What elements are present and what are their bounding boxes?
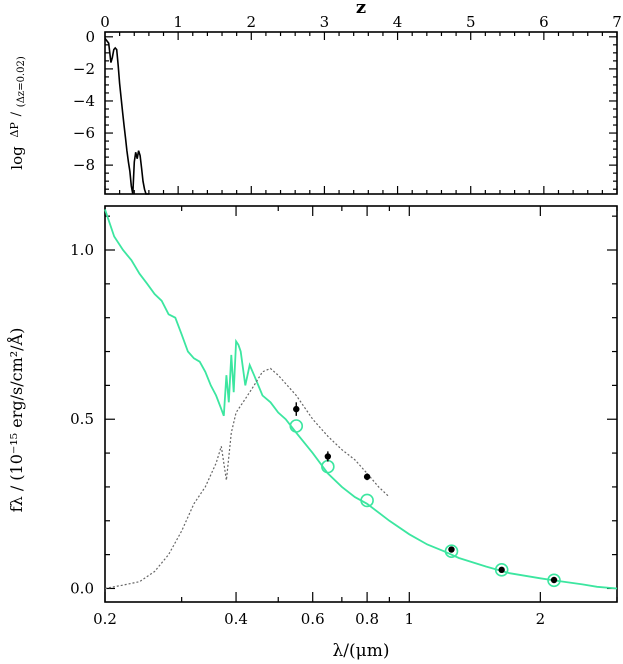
top-ylabel-main: log	[8, 146, 26, 170]
bottom-y-tick-label: 0.0	[70, 579, 94, 597]
bottom-x-tick-label: 2	[536, 610, 546, 628]
bottom-ylabel: fλ / (10⁻¹⁵ erg/s/cm²/Å)	[6, 328, 26, 513]
top-x-tick-label: 3	[320, 13, 330, 31]
top-series-line	[104, 37, 149, 195]
top-series	[104, 37, 149, 195]
model-photometry-point	[360, 493, 374, 508]
bottom-x-ticks: 0.2 0.4 0.6 0.8 1 2	[93, 206, 618, 628]
model-spectrum-line	[104, 209, 618, 590]
bottom-x-tick-label: 0.2	[93, 610, 117, 628]
observed-photometry-point	[448, 546, 455, 553]
observed-photometry-point	[363, 473, 371, 480]
top-y-tick-label: −8	[73, 156, 95, 174]
model-photometry-point	[494, 563, 509, 577]
top-x-tick-label: 0	[100, 13, 110, 31]
top-x-ticks: 0 1 2 3 4 5 6 7	[100, 13, 622, 194]
observed-photometry-point	[550, 576, 558, 584]
bottom-panel: 0.2 0.4 0.6 0.8 1 2 0.0 0.5 1.0 λ/(μm) fλ / (10…	[6, 205, 618, 661]
top-y-ticks: 0 −2 −4 −6 −8	[73, 28, 617, 190]
model-photometry-point	[444, 544, 459, 559]
bottom-xlabel: λ/(μm)	[333, 641, 390, 661]
model-photometry-point	[547, 573, 561, 588]
bottom-points	[289, 402, 561, 588]
top-x-tick-label: 1	[173, 13, 183, 31]
top-x-tick-label: 5	[466, 13, 476, 31]
bottom-y-ticks: 0.0 0.5 1.0	[70, 215, 617, 597]
top-ylabel: log ΔP / (Δz=0.02)	[4, 56, 27, 170]
top-y-tick-label: −2	[73, 60, 95, 78]
top-xlabel: z	[356, 0, 366, 18]
observed-photometry-point	[498, 566, 505, 574]
bottom-x-tick-label: 0.8	[355, 610, 379, 628]
bottom-series	[104, 209, 618, 590]
bottom-panel-frame	[104, 205, 618, 603]
top-panel-frame	[104, 31, 618, 195]
top-y-tick-label: −6	[73, 124, 95, 142]
top-y-tick-label: −4	[73, 92, 95, 110]
bottom-x-tick-label: 0.6	[301, 610, 325, 628]
observed-photometry-point	[324, 453, 332, 460]
top-ylabel-num: ΔP	[8, 122, 21, 138]
top-y-tick-label: 0	[85, 28, 95, 46]
top-x-tick-label: 7	[612, 13, 622, 31]
top-x-tick-label: 4	[393, 13, 403, 31]
top-x-tick-label: 6	[539, 13, 549, 31]
svg-text:log ΔP /: log ΔP / (Δz=0.02)	[4, 56, 27, 170]
dotted-spectrum-line	[104, 367, 390, 590]
bottom-y-tick-label: 0.5	[70, 410, 94, 428]
bottom-x-tick-label: 1	[405, 610, 415, 628]
top-ylabel-den: (Δz=0.02)	[16, 56, 27, 107]
bottom-x-tick-label: 0.4	[224, 610, 248, 628]
top-x-tick-label: 2	[247, 13, 257, 31]
model-photometry-point	[289, 419, 304, 433]
top-panel: z 0 1 2 3 4 5 6 7 0 −2 −4 −6 −8 log ΔP / (Δz=0.02)	[4, 0, 622, 195]
observed-photometry-point	[293, 405, 300, 413]
bottom-y-tick-label: 1.0	[70, 241, 94, 259]
